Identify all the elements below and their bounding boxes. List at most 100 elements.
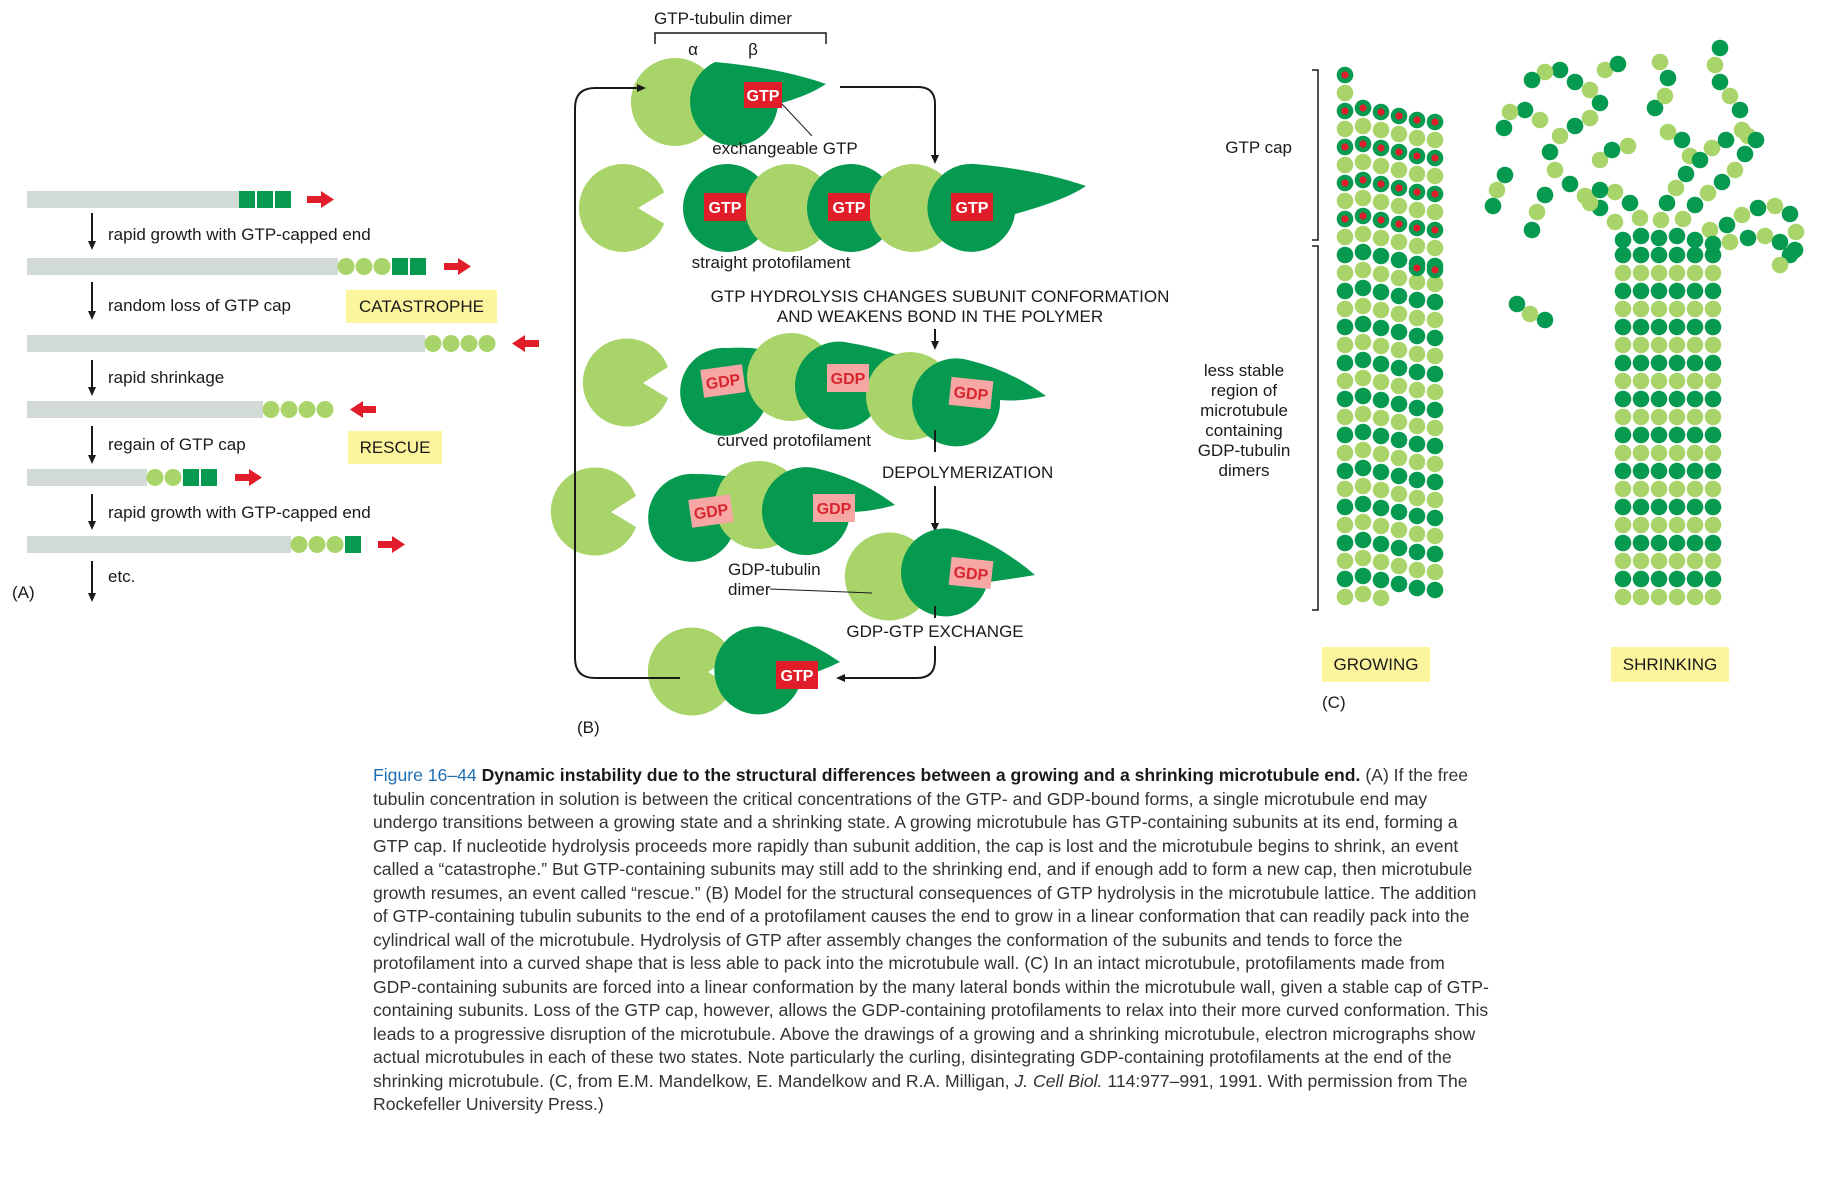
gdp-subunit [1614, 426, 1632, 444]
gdp-subunit [1704, 534, 1722, 552]
gdp-subunit [1606, 213, 1624, 231]
gdp-subunit [1390, 323, 1408, 341]
gdp-subunit [1739, 229, 1757, 247]
gdp-subunit [1561, 175, 1579, 193]
gdp-subunit [1632, 336, 1650, 354]
gdp-subunit [1704, 570, 1722, 588]
gdp-subunit [1667, 179, 1685, 197]
gdp-subunit [1390, 395, 1408, 413]
gdp-subunit [1354, 225, 1372, 243]
gdp-subunit [1609, 55, 1627, 73]
gdp-subunit [1614, 588, 1632, 606]
gdp-subunit [1336, 192, 1354, 210]
svg-text:CATASTROPHE: CATASTROPHE [359, 297, 484, 316]
gdp-subunit [1614, 516, 1632, 534]
gdp-subunit [1632, 390, 1650, 408]
gdp-subunit [1336, 318, 1354, 336]
gdp-subunit [1668, 516, 1686, 534]
gdp-subunit [1686, 196, 1704, 214]
shrink-arrow-icon [350, 401, 376, 418]
gdp-subunit [1686, 231, 1704, 249]
gdp-subunit [1426, 131, 1444, 149]
gtp-marker [1431, 226, 1439, 234]
gdp-subunit [1521, 305, 1539, 323]
gdp-subunit [1354, 279, 1372, 297]
gdp-subunit [1508, 295, 1526, 313]
gdp-subunit [1408, 543, 1426, 561]
cycle-arrow-top-right [840, 86, 939, 164]
gdp-subunit [1591, 181, 1609, 199]
gdp-subunit [1528, 203, 1546, 221]
gdp-subunit [1650, 336, 1668, 354]
gtp-marker [1395, 112, 1403, 120]
gdp-subunit [1546, 161, 1564, 179]
gdp-subunit [1551, 61, 1569, 79]
gdp-subunit [1336, 444, 1354, 462]
gdp-subunit [1336, 534, 1354, 552]
straight-protofilament-label: straight protofilament [692, 253, 851, 272]
svg-text:GDP: GDP [705, 372, 742, 394]
gtp-marker [1431, 118, 1439, 126]
gdp-subunit [1390, 485, 1408, 503]
dimer-bracket [654, 32, 827, 44]
gdp-subunit [1614, 408, 1632, 426]
gdp-subunit [1650, 390, 1668, 408]
svg-text:GTP: GTP [747, 88, 780, 105]
gdp-subunit [1668, 390, 1686, 408]
panel-b-label: (B) [577, 718, 600, 737]
gdp-subunit [1581, 109, 1599, 127]
gtp-marker [1377, 108, 1385, 116]
microtubule-row-3 [27, 335, 539, 352]
gdp-subunit [1536, 311, 1554, 329]
gtp-marker [1413, 116, 1421, 124]
gdp-subunit [1336, 516, 1354, 534]
gdp-subunit [1650, 300, 1668, 318]
gtp-marker [1377, 144, 1385, 152]
gdp-subunit [1650, 462, 1668, 480]
shrink-arrow-icon [512, 335, 539, 352]
gdp-subunit [1408, 417, 1426, 435]
gdp-subunit [1668, 354, 1686, 372]
gdp-subunit [1426, 383, 1444, 401]
gdp-subunit [1354, 405, 1372, 423]
gdp-subunit [1614, 282, 1632, 300]
journal-name: J. Cell Biol. [1014, 1070, 1103, 1091]
gdp-subunit [1354, 387, 1372, 405]
svg-text:GTP: GTP [709, 200, 742, 217]
gdp-subunit [1686, 372, 1704, 390]
gdp-subunit [1408, 453, 1426, 471]
gdp-subunit [1488, 181, 1506, 199]
gdp-subunit [1718, 216, 1736, 234]
gdp-subunit [1668, 570, 1686, 588]
gdp-subunit [1390, 575, 1408, 593]
gdp-subunit [1591, 151, 1609, 169]
gdp-subunit [1668, 534, 1686, 552]
less-stable-label-1: less stable [1204, 361, 1284, 380]
gdp-subunit [1686, 426, 1704, 444]
gdp-subunit [1354, 441, 1372, 459]
gdp-subunit [1372, 391, 1390, 409]
gdp-subunit [1711, 73, 1729, 91]
gtp-marker [1341, 107, 1349, 115]
gdp-subunit [1704, 480, 1722, 498]
gdp-subunit [1372, 571, 1390, 589]
gdp-subunit [1354, 261, 1372, 279]
gtp-tubulin-dimer: GTP [630, 58, 826, 147]
growth-arrow-icon [235, 469, 262, 486]
gdp-subunit [1336, 498, 1354, 516]
gdp-subunit [1426, 167, 1444, 185]
gdp-subunit [1426, 527, 1444, 545]
gdp-subunit [1336, 408, 1354, 426]
gdp-subunit [1668, 300, 1686, 318]
gdp-subunit [1536, 186, 1554, 204]
gdp-subunit [1686, 318, 1704, 336]
microtubule-row-5 [27, 469, 262, 486]
gdp-subunit [1372, 553, 1390, 571]
gdp-subunit [1650, 426, 1668, 444]
gdp-subunit [1408, 399, 1426, 417]
gtp-marker [1359, 176, 1367, 184]
gdp-subunit [1336, 570, 1354, 588]
gdp-subunit [1650, 444, 1668, 462]
gdp-subunit [1408, 471, 1426, 489]
gdp-subunit [1354, 315, 1372, 333]
